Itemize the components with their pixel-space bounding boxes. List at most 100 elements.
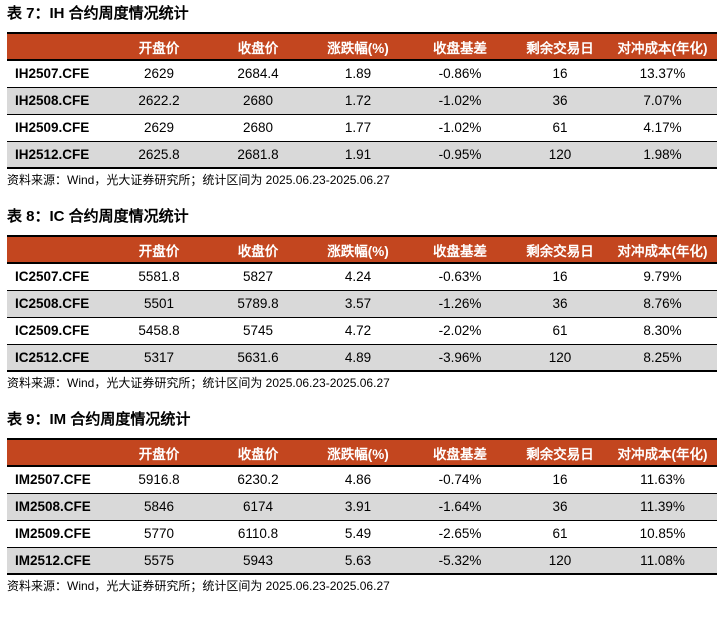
column-header: 涨跌幅(%) [308, 33, 408, 61]
cell-value: 5770 [110, 519, 208, 547]
cell-value: 2629 [143, 66, 175, 82]
cell-value: 6174 [208, 492, 308, 520]
cell-value: 61 [512, 519, 608, 547]
column-header: 剩余交易日 [512, 33, 608, 61]
cell-value: 2629 [110, 113, 208, 141]
contract-name: IH2512.CFE [7, 140, 110, 168]
cell-value: -3.96% [408, 343, 512, 371]
contract-name: IM2512.CFE [7, 546, 110, 574]
contract-name: IH2507.CFE [15, 66, 90, 82]
report-tables-page: 表 7：IH 合约周度情况统计 开盘价 收盘价 涨跌幅(%) 收盘基差 剩余交易日 对冲成… [7, 5, 717, 593]
column-header: 涨跌幅(%) [308, 439, 408, 467]
column-header: 涨跌幅(%) [308, 236, 408, 264]
cell-value: 16 [552, 269, 568, 285]
cell-value: 11.63% [640, 472, 685, 488]
cell-value: 61 [512, 316, 608, 344]
table-header-row: 开盘价 收盘价 涨跌幅(%) 收盘基差 剩余交易日 对冲成本(年化) [7, 236, 717, 264]
source-note: 资料来源：Wind，光大证券研究所；统计区间为 2025.06.23-2025.… [7, 579, 390, 593]
cell-value: 2622.2 [110, 86, 208, 114]
table-row: IH2512.CFE 2625.8 2681.8 1.91 -0.95% 120 1.98% [7, 140, 717, 168]
contract-column-header [7, 33, 110, 61]
cell-value: 36 [512, 289, 608, 317]
cell-value: 2681.8 [208, 140, 308, 168]
column-header: 收盘基差 [408, 236, 512, 264]
table-section-ic: 表 8：IC 合约周度情况统计 开盘价 收盘价 涨跌幅(%) 收盘基差 剩余交易日 对冲成… [7, 207, 717, 391]
cell-value: 9.79% [643, 269, 682, 285]
cell-value: 5458.8 [110, 316, 208, 344]
stats-table-im: 开盘价 收盘价 涨跌幅(%) 收盘基差 剩余交易日 对冲成本(年化) IM2507.CFE… [7, 438, 717, 575]
cell-value: 3.57 [308, 289, 408, 317]
cell-value: 4.89 [308, 343, 408, 371]
column-header: 开盘价 [110, 236, 208, 264]
column-header: 收盘基差 [408, 439, 512, 467]
cell-value: 2684.4 [237, 66, 279, 82]
contract-name: IC2509.CFE [7, 316, 110, 344]
column-header: 收盘价 [208, 439, 308, 467]
cell-value: -0.63% [438, 269, 482, 285]
cell-value: -1.26% [408, 289, 512, 317]
contract-column-header [7, 236, 110, 264]
table-row: IM2509.CFE 5770 6110.8 5.49 -2.65% 61 10.85% [7, 519, 717, 547]
cell-value: 1.72 [308, 86, 408, 114]
cell-value: 13.37% [639, 66, 686, 82]
contract-name: IM2509.CFE [7, 519, 110, 547]
table-row: IM2508.CFE 5846 6174 3.91 -1.64% 36 11.39% [7, 492, 717, 520]
table-row: IH2509.CFE 2629 2680 1.77 -1.02% 61 4.17% [7, 113, 717, 141]
table-row: IC2507.CFE 5581.8 5827 4.24 -0.63% 16 9.79% [7, 263, 717, 290]
cell-value: 6110.8 [208, 519, 308, 547]
cell-value: -0.86% [438, 66, 482, 82]
column-header: 开盘价 [110, 33, 208, 61]
cell-value: 2625.8 [110, 140, 208, 168]
contract-name: IC2508.CFE [7, 289, 110, 317]
table-row: IM2507.CFE 5916.8 6230.2 4.86 -0.74% 16 11.63% [7, 466, 717, 493]
table-row: IH2508.CFE 2622.2 2680 1.72 -1.02% 36 7.07% [7, 86, 717, 114]
cell-value: 8.25% [608, 343, 717, 371]
cell-value: -5.32% [408, 546, 512, 574]
cell-value: 5317 [110, 343, 208, 371]
table-row: IC2509.CFE 5458.8 5745 4.72 -2.02% 61 8.30% [7, 316, 717, 344]
table-title: 表 8：IC 合约周度情况统计 [7, 208, 189, 225]
cell-value: 4.17% [608, 113, 717, 141]
cell-value: 5846 [110, 492, 208, 520]
table-title: 表 7：IH 合约周度情况统计 [7, 5, 189, 22]
cell-value: 5916.8 [138, 472, 180, 488]
cell-value: 1.91 [308, 140, 408, 168]
cell-value: 10.85% [608, 519, 717, 547]
cell-value: -2.65% [408, 519, 512, 547]
column-header: 收盘价 [208, 236, 308, 264]
cell-value: 5789.8 [208, 289, 308, 317]
table-row: IH2507.CFE 2629 2684.4 1.89 -0.86% 16 13.37% [7, 60, 717, 87]
cell-value: -1.64% [408, 492, 512, 520]
stats-table-ic: 开盘价 收盘价 涨跌幅(%) 收盘基差 剩余交易日 对冲成本(年化) IC2507.CFE… [7, 235, 717, 372]
cell-value: 5.63 [308, 546, 408, 574]
cell-value: -1.02% [408, 86, 512, 114]
stats-table-ih: 开盘价 收盘价 涨跌幅(%) 收盘基差 剩余交易日 对冲成本(年化) IH2507.CFE… [7, 32, 717, 169]
source-note: 资料来源：Wind，光大证券研究所；统计区间为 2025.06.23-2025.… [7, 376, 390, 390]
cell-value: 5.49 [308, 519, 408, 547]
column-header: 收盘基差 [408, 33, 512, 61]
cell-value: 5745 [208, 316, 308, 344]
cell-value: 5943 [208, 546, 308, 574]
cell-value: 5575 [110, 546, 208, 574]
column-header: 开盘价 [110, 439, 208, 467]
cell-value: 8.30% [608, 316, 717, 344]
cell-value: 36 [512, 492, 608, 520]
cell-value: 8.76% [608, 289, 717, 317]
contract-name: IH2509.CFE [7, 113, 110, 141]
contract-name: IC2512.CFE [7, 343, 110, 371]
cell-value: -1.02% [408, 113, 512, 141]
column-header: 对冲成本(年化) [608, 236, 717, 264]
cell-value: -0.95% [408, 140, 512, 168]
cell-value: 120 [512, 546, 608, 574]
contract-name: IC2507.CFE [15, 269, 90, 285]
cell-value: -2.02% [408, 316, 512, 344]
cell-value: 5827 [242, 269, 274, 285]
cell-value: 4.86 [344, 472, 372, 488]
contract-column-header [7, 439, 110, 467]
table-row: IM2512.CFE 5575 5943 5.63 -5.32% 120 11.08% [7, 546, 717, 574]
cell-value: 11.39% [608, 492, 717, 520]
cell-value: -0.74% [438, 472, 482, 488]
source-note: 资料来源：Wind，光大证券研究所；统计区间为 2025.06.23-2025.… [7, 173, 390, 187]
table-title: 表 9：IM 合约周度情况统计 [7, 411, 191, 428]
table-row: IC2512.CFE 5317 5631.6 4.89 -3.96% 120 8.25% [7, 343, 717, 371]
